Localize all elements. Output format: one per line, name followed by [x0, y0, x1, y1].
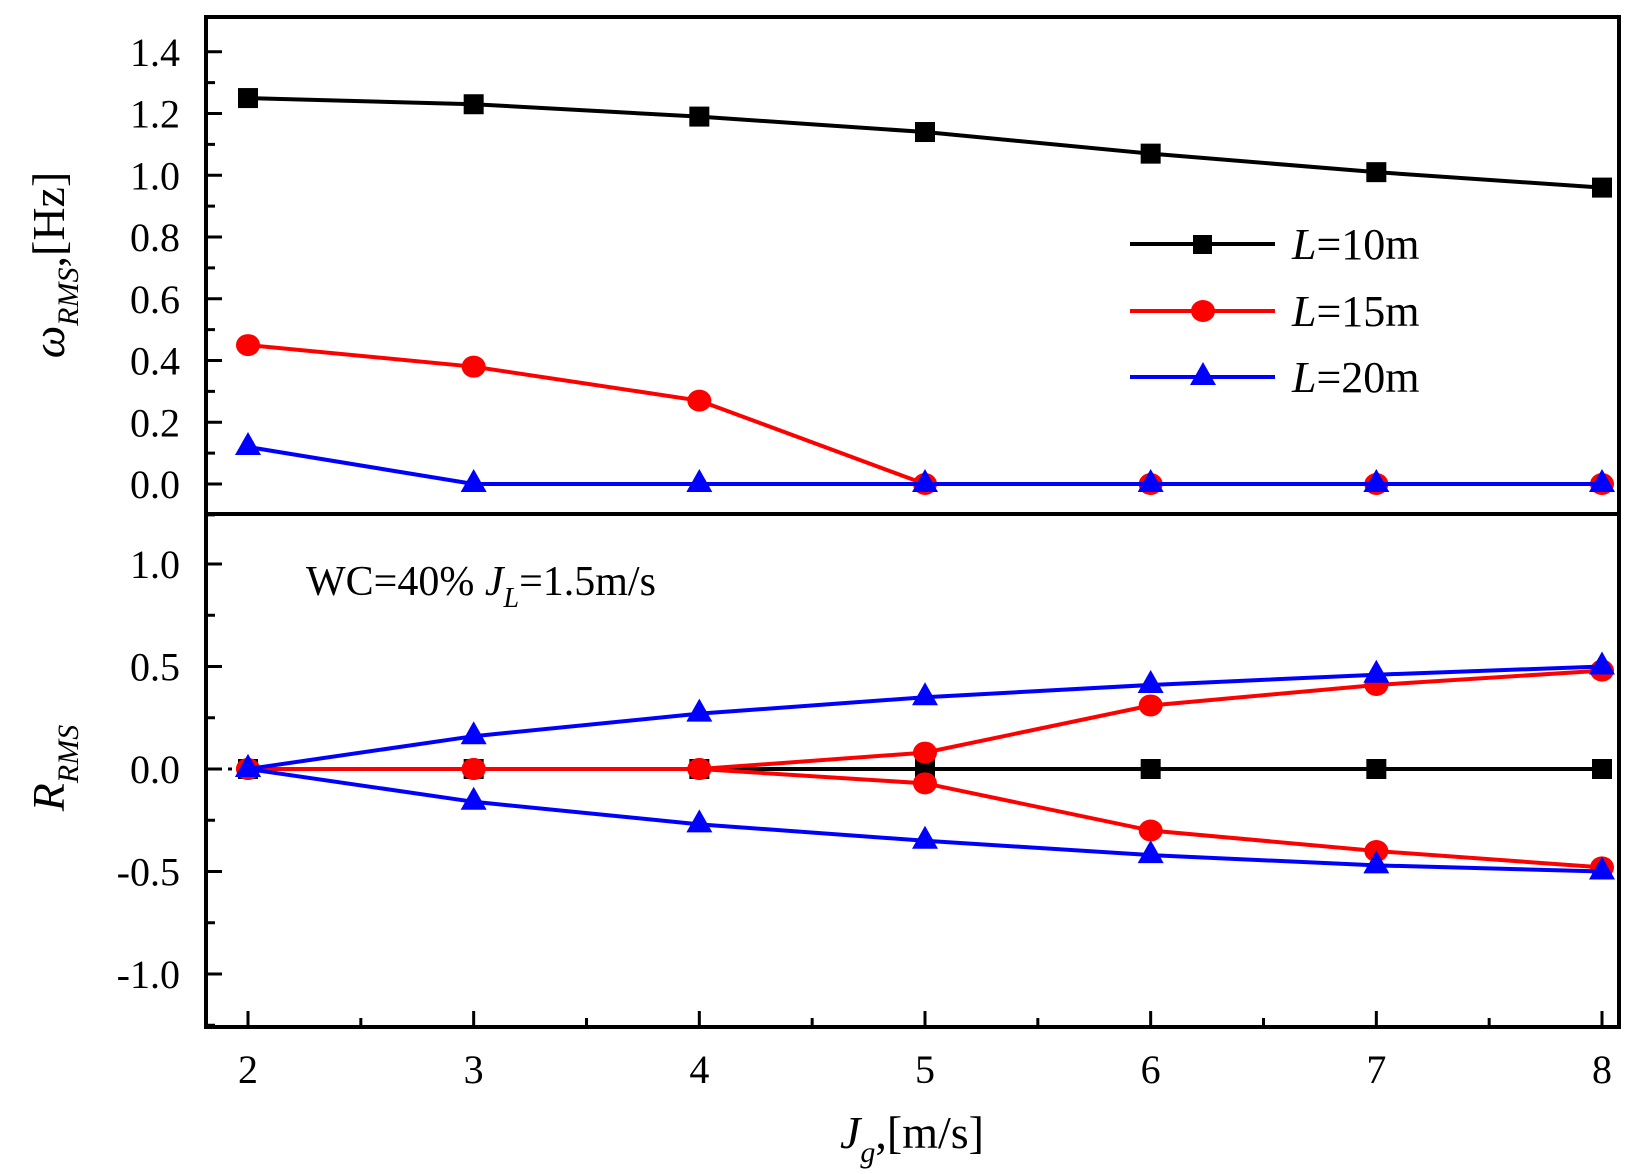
legend-label-l20: L=20m	[1291, 353, 1420, 402]
bottom-series-3-point	[686, 698, 713, 722]
x-tick-label: 3	[464, 1047, 484, 1092]
top-y-tick-label: 1.0	[130, 153, 180, 198]
top-series-0-point	[1592, 177, 1612, 198]
bottom-series-group	[235, 651, 1615, 880]
bottom-axes-ticks: -1.0 -0.5 0.0 0.5 1.0 2 3 4 5 6 7 8	[117, 542, 1612, 1092]
top-series-0-point	[689, 106, 710, 127]
bottom-series-4-point	[1589, 856, 1615, 880]
top-series-1-point	[461, 355, 486, 378]
annotation-sub: L	[502, 583, 519, 614]
x-tick-label: 8	[1592, 1047, 1612, 1092]
x-tick-label: 4	[689, 1047, 709, 1092]
x-axis-title-unit: ,[m/s]	[875, 1107, 984, 1158]
x-axis-title-main: J	[840, 1107, 863, 1158]
top-series-0-point	[1140, 143, 1161, 164]
top-y-axis-title-sub: RMS	[52, 267, 85, 326]
top-series-0-point	[463, 94, 484, 115]
top-series-0-line	[247, 96, 1603, 190]
bottom-series-2-point	[1138, 819, 1163, 842]
annotation-suffix: =1.5m/s	[519, 559, 656, 605]
bottom-series-4-point	[1363, 850, 1390, 874]
x-axis-title: Jg,[m/s]	[840, 1107, 984, 1169]
top-series-2-point	[460, 469, 487, 492]
top-y-tick-label: 1.4	[130, 30, 180, 75]
bottom-y-tick-label: -1.0	[117, 952, 180, 997]
top-y-axis-title-main: ω	[23, 326, 74, 358]
bottom-series-4-point	[235, 754, 261, 777]
bottom-y-tick-label: 0.0	[130, 747, 180, 792]
top-y-tick-label: 0.2	[130, 400, 180, 445]
bottom-series-4-point	[460, 786, 487, 810]
bottom-series-2-point	[687, 758, 712, 780]
bottom-series-3-point	[1589, 651, 1615, 675]
bottom-series-4-point	[686, 809, 713, 833]
bottom-series-1-point	[913, 741, 937, 764]
top-y-tick-label: 1.2	[130, 92, 180, 137]
top-series-0-point	[915, 122, 935, 143]
legend-label-l10: L=10m	[1291, 220, 1420, 269]
bottom-series-1-point	[1138, 694, 1163, 717]
top-series-2-point	[1137, 469, 1164, 492]
x-axis-title-sub: g	[860, 1136, 875, 1169]
legend: L=10m L=15m L=20m	[1130, 220, 1420, 402]
bottom-series-3-point	[912, 682, 938, 706]
bottom-series-0-point	[1366, 759, 1387, 779]
top-series-2-point	[1589, 469, 1615, 492]
bottom-y-tick-label: -0.5	[117, 850, 180, 895]
bottom-series-4-point	[1137, 840, 1164, 864]
legend-entry-l10: L=10m	[1130, 220, 1420, 269]
bottom-y-tick-label: 0.5	[130, 645, 180, 690]
bottom-y-axis-title-sub: RMS	[52, 725, 85, 784]
bottom-series-3-point	[1363, 659, 1390, 683]
bottom-series-4-point	[912, 825, 938, 849]
top-series-2-point	[912, 469, 938, 492]
legend-marker-l10	[1193, 235, 1212, 254]
bottom-series-0-point	[1140, 759, 1161, 779]
top-series-1-point	[687, 389, 712, 412]
top-y-axis-title-unit: ,[Hz]	[23, 172, 74, 268]
legend-marker-l15	[1191, 300, 1215, 322]
legend-entry-l20: L=20m	[1130, 353, 1420, 402]
top-series-2-point	[1363, 469, 1390, 492]
annotation-prefix: WC=40%	[306, 559, 485, 605]
annotation-italic: J	[485, 559, 506, 605]
top-y-tick-label: 0.6	[130, 277, 180, 322]
top-y-axis-ticks: 0.0 0.2 0.4 0.6 0.8 1.0 1.2 1.4	[130, 30, 222, 517]
top-series-0-point	[1366, 162, 1387, 183]
x-tick-label: 6	[1141, 1047, 1161, 1092]
top-y-axis-title: ωRMS,[Hz]	[23, 172, 85, 359]
top-series-2-point	[686, 469, 713, 492]
legend-label-l15: L=15m	[1291, 287, 1420, 336]
bottom-series-0-point	[1592, 759, 1612, 779]
legend-marker-l20	[1190, 362, 1216, 385]
top-series-2-point	[235, 431, 261, 455]
top-y-tick-label: 0.4	[130, 339, 180, 384]
bottom-y-axis-title-main: R	[23, 783, 74, 812]
bottom-series-3-point	[460, 721, 487, 745]
top-series-1-point	[236, 334, 260, 357]
x-tick-label: 5	[915, 1047, 935, 1092]
bottom-series-2-point	[913, 772, 937, 795]
bottom-series-2-point	[461, 758, 486, 780]
top-series-group	[235, 88, 1615, 495]
x-tick-label: 2	[238, 1047, 258, 1092]
bottom-series-3-point	[1137, 669, 1164, 693]
bottom-y-tick-label: 1.0	[130, 542, 180, 587]
x-tick-label: 7	[1366, 1047, 1386, 1092]
top-y-tick-label: 0.0	[130, 462, 180, 507]
condition-annotation: WC=40% JL=1.5m/s	[306, 559, 656, 614]
legend-entry-l15: L=15m	[1130, 287, 1420, 336]
bottom-y-axis-title: RRMS	[23, 725, 85, 812]
top-series-0-point	[238, 88, 258, 109]
top-y-tick-label: 0.8	[130, 215, 180, 260]
